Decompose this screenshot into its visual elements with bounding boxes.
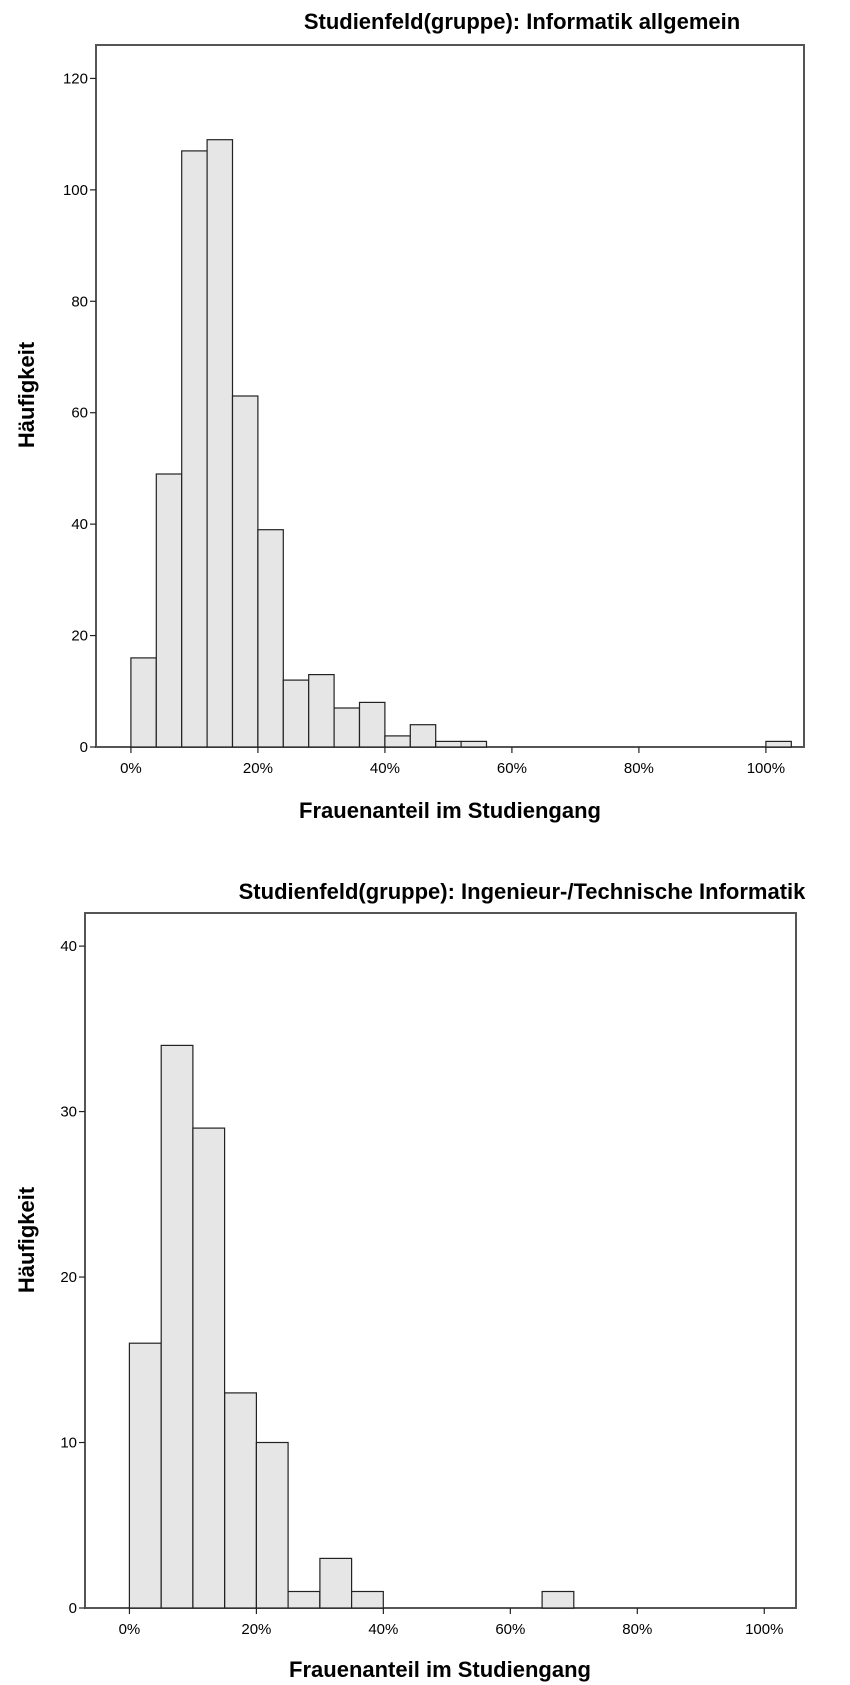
chart-1-x-tick-label-1: 20% [243,760,273,777]
chart-1-x-tick-label-0: 0% [120,760,142,777]
chart-1-bar-14 [765,740,792,748]
chart-2-bar-4 [255,1441,289,1609]
chart-1-bar-0 [130,657,157,748]
chart-1-x-axis: 0% 20% 40% 60% 80% 100% [120,747,785,777]
chart-1-bar-8 [333,707,361,748]
chart-1-bars [130,139,792,748]
chart-2-bar-3 [224,1392,257,1609]
chart-2-y-tick-label-4: 40 [60,938,77,955]
chart-2-x-tick-label-2: 40% [368,1621,398,1638]
chart-1-y-tick-label-4: 80 [71,293,88,310]
chart-ingenieur-technische-informatik: Studienfeld(gruppe): Ingenieur-/Technisc… [14,879,806,1682]
chart-1-bar-13 [460,740,488,748]
chart-2-title: Studienfeld(gruppe): Ingenieur-/Technisc… [239,879,807,904]
chart-2-x-axis: 0% 20% 40% 60% 80% 100% [119,1608,783,1638]
chart-1-bar-6 [282,679,310,748]
chart-2-x-tick-label-1: 20% [241,1621,271,1638]
chart-2-bar-1 [160,1044,194,1609]
chart-1-y-tick-label-6: 120 [63,70,88,87]
chart-1-title: Studienfeld(gruppe): Informatik allgemei… [304,9,740,34]
chart-2-x-tick-label-5: 100% [745,1621,783,1638]
chart-1-x-axis-title: Frauenanteil im Studiengang [299,798,601,823]
chart-1-y-tick-label-3: 60 [71,405,88,422]
chart-1-x-tick-label-3: 60% [497,760,527,777]
chart-1-bar-4 [231,395,259,748]
chart-2-y-tick-label-2: 20 [60,1269,77,1286]
chart-2-bar-7 [351,1590,384,1609]
chart-2-x-axis-title: Frauenanteil im Studiengang [289,1657,591,1682]
chart-2-plot-frame [84,912,797,1609]
chart-1-bar-10 [384,735,411,748]
chart-1-y-tick-label-0: 0 [80,739,88,756]
chart-1-y-axis-title: Häufigkeit [14,341,39,448]
chart-2-y-axis-title: Häufigkeit [14,1186,39,1293]
chart-1-y-axis: 0 20 40 60 80 100 120 [63,70,96,756]
chart-1-bar-3 [206,139,234,748]
chart-2-bar-2 [192,1127,226,1609]
chart-2-bar-8 [541,1590,575,1609]
chart-1-y-tick-label-2: 40 [71,516,88,533]
chart-1-bar-9 [358,701,386,748]
chart-2-x-tick-label-0: 0% [119,1621,141,1638]
chart-1-bar-11 [409,724,437,748]
chart-1-y-tick-label-1: 20 [71,628,88,645]
chart-1-x-tick-label-4: 80% [624,760,654,777]
chart-2-bars [128,1044,575,1609]
chart-1-bar-1 [155,473,183,748]
chart-2-y-tick-label-3: 30 [60,1104,77,1121]
chart-1-bar-7 [308,673,335,748]
chart-informatik-allgemein: Studienfeld(gruppe): Informatik allgemei… [14,9,805,823]
chart-2-y-tick-label-0: 0 [69,1600,77,1617]
chart-1-bar-2 [181,150,208,748]
chart-1-x-tick-label-5: 100% [747,760,785,777]
chart-2-bar-0 [128,1342,162,1609]
chart-2-y-tick-label-1: 10 [60,1435,77,1452]
chart-2-y-axis: 0 10 20 30 40 [60,938,85,1617]
chart-2-bar-5 [287,1590,321,1609]
chart-1-y-tick-label-5: 100 [63,182,88,199]
chart-1-x-tick-label-2: 40% [370,760,400,777]
chart-1-bar-12 [435,740,462,748]
chart-2-x-tick-label-4: 80% [622,1621,652,1638]
chart-2-bar-6 [319,1557,353,1609]
chart-2-x-tick-label-3: 60% [495,1621,525,1638]
chart-1-bar-5 [257,529,284,748]
